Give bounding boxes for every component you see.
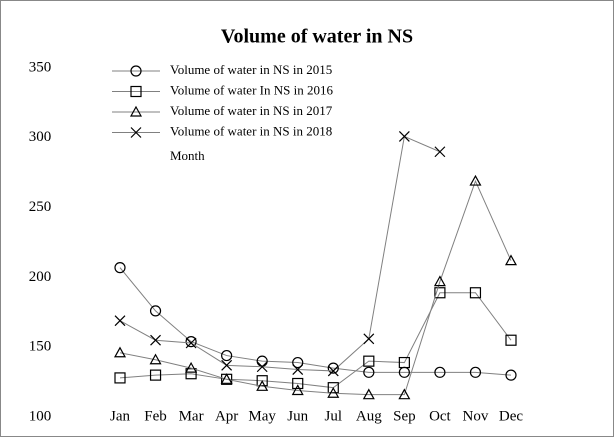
legend-label: Volume of water in NS in 2015 xyxy=(170,62,332,77)
marker xyxy=(149,369,162,381)
series-line xyxy=(119,179,512,396)
y-tick-label: 100 xyxy=(29,408,52,424)
marker xyxy=(504,254,518,266)
marker xyxy=(149,305,162,317)
marker xyxy=(292,356,304,369)
chart-title: Volume of water in NS xyxy=(221,26,413,48)
series-line xyxy=(119,292,512,389)
marker xyxy=(185,368,197,380)
marker xyxy=(292,377,304,390)
marker xyxy=(291,384,304,396)
x-tick-label: Feb xyxy=(144,408,167,424)
y-tick-label: 350 xyxy=(29,59,52,75)
y-tick-label: 250 xyxy=(29,199,52,215)
x-tick-label: Jul xyxy=(325,408,343,424)
marker xyxy=(469,287,482,299)
marker xyxy=(221,359,233,371)
marker xyxy=(505,369,517,381)
marker xyxy=(327,365,339,377)
x-tick-label: May xyxy=(248,408,276,424)
marker xyxy=(185,361,198,373)
marker xyxy=(221,349,233,362)
marker xyxy=(130,85,142,98)
marker xyxy=(505,334,517,346)
legend-label: Volume of water in NS in 2018 xyxy=(170,123,332,138)
x-tick-label: Sep xyxy=(393,408,416,424)
marker xyxy=(256,375,268,387)
marker xyxy=(114,372,126,384)
legend-label: Volume of water in NS in 2017 xyxy=(170,103,333,118)
marker xyxy=(129,105,143,117)
marker xyxy=(434,287,446,299)
marker xyxy=(469,366,482,378)
marker xyxy=(130,65,142,77)
marker xyxy=(434,146,446,158)
marker xyxy=(398,356,410,369)
x-tick-label: Aug xyxy=(356,408,382,424)
marker xyxy=(149,353,162,365)
marker xyxy=(114,315,126,327)
x-tick-label: Jun xyxy=(287,408,308,424)
x-tick-label: Mar xyxy=(179,408,204,424)
legend-label: Volume of water In NS in 2016 xyxy=(170,82,333,97)
marker xyxy=(398,130,410,142)
marker xyxy=(362,388,375,400)
marker xyxy=(150,334,161,346)
x-tick-label: Dec xyxy=(499,408,523,424)
x-tick-label: Nov xyxy=(463,408,489,424)
marker xyxy=(398,388,411,400)
marker xyxy=(256,361,268,373)
marker xyxy=(185,337,197,349)
y-tick-label: 150 xyxy=(29,339,52,355)
marker xyxy=(363,333,375,345)
marker xyxy=(113,346,127,358)
marker xyxy=(327,387,340,398)
y-tick-label: 200 xyxy=(29,269,52,285)
marker xyxy=(256,380,269,391)
marker xyxy=(220,373,233,384)
x-tick-label: Jan xyxy=(110,408,130,424)
marker xyxy=(185,336,197,348)
series-line xyxy=(119,135,441,372)
marker xyxy=(130,127,142,138)
marker xyxy=(363,355,375,367)
marker xyxy=(292,364,304,375)
x-axis-label: Month xyxy=(170,148,205,163)
marker xyxy=(433,275,446,287)
x-tick-label: Oct xyxy=(429,408,451,424)
marker xyxy=(363,366,375,378)
series-line xyxy=(119,267,512,376)
marker xyxy=(114,262,126,274)
marker xyxy=(434,366,446,378)
y-tick-label: 300 xyxy=(29,129,52,145)
marker xyxy=(327,362,339,374)
x-tick-label: Apr xyxy=(215,408,238,424)
marker xyxy=(469,174,482,186)
marker xyxy=(327,382,339,394)
